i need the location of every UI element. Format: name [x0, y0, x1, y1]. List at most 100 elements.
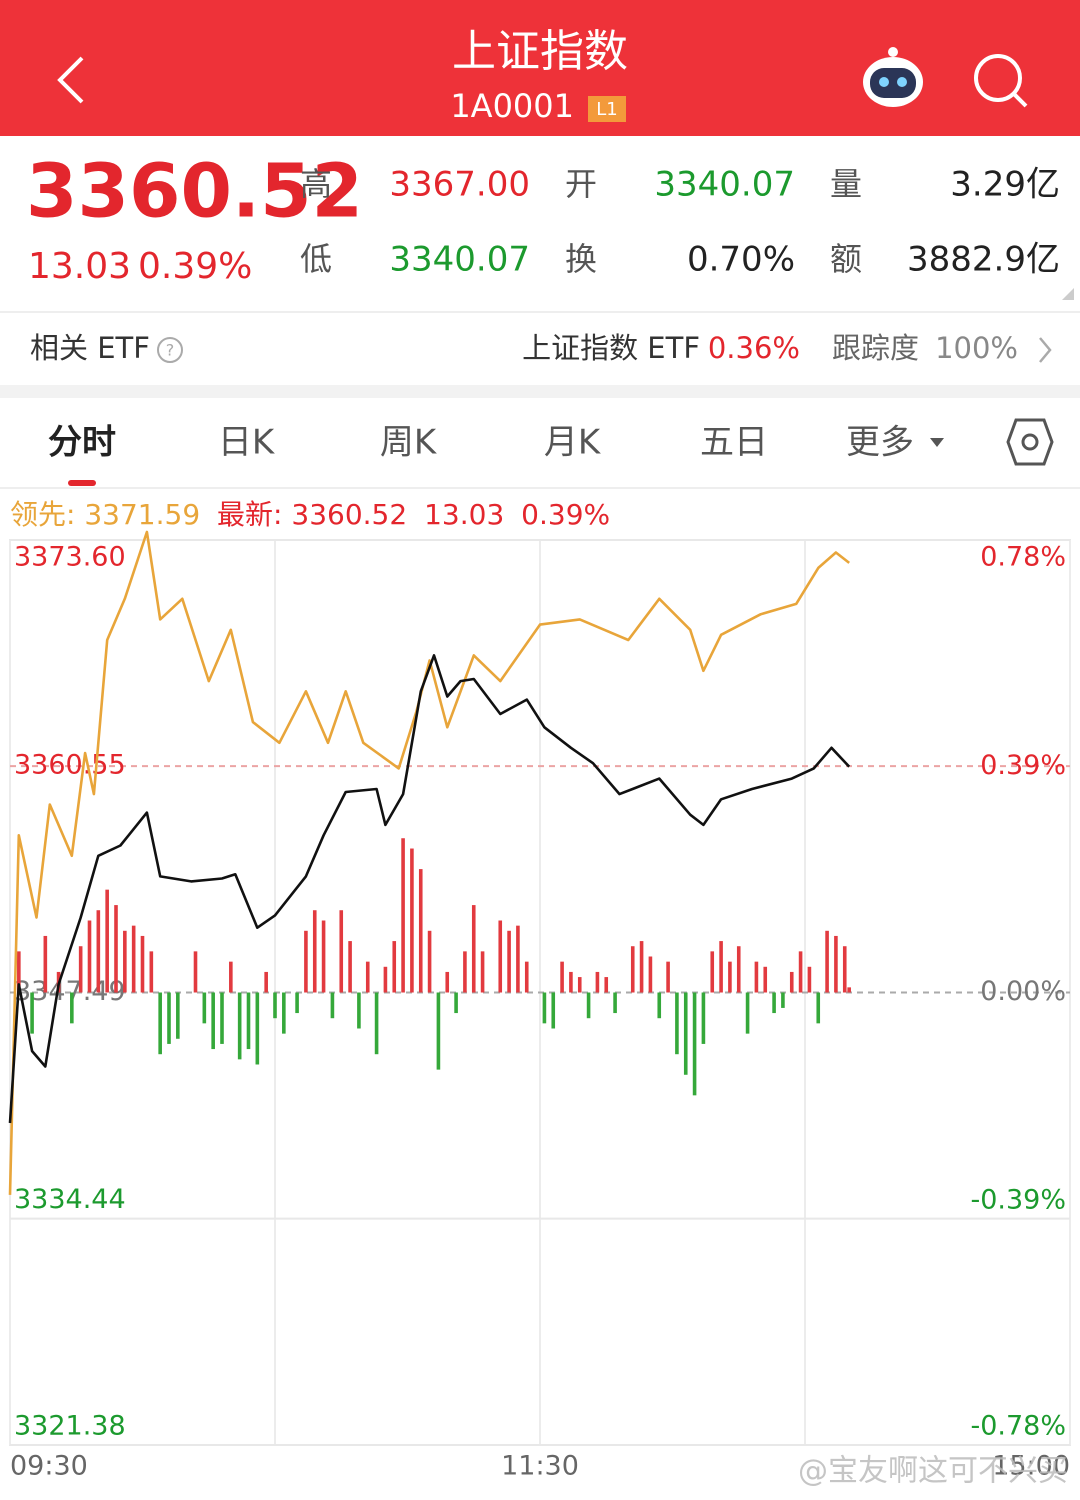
volume-bar [683, 992, 688, 1075]
stat-value: 3367.00 [389, 165, 530, 205]
tracking-label: 跟踪度 [832, 331, 919, 365]
volume-bar [569, 971, 573, 993]
volume-bar [131, 925, 136, 993]
volume-bar [365, 961, 370, 993]
volume-bar [418, 869, 423, 993]
tab[interactable]: 更多 [846, 423, 914, 463]
volume-bar [507, 930, 511, 993]
volume-bar [401, 838, 405, 993]
volume-bar [211, 992, 215, 1050]
volume-bar [237, 992, 242, 1060]
tracking-value: 100% [935, 331, 1018, 365]
volume-bar [701, 992, 706, 1044]
tab[interactable]: 日K [218, 423, 276, 463]
last-label: 最新: [217, 498, 282, 531]
volume-bar [524, 961, 529, 993]
volume-bar [834, 935, 838, 993]
volume-bar [719, 941, 723, 993]
tab[interactable]: 月K [544, 423, 602, 463]
stat-value: 3340.07 [389, 240, 530, 280]
stat-value: 3882.9亿 [907, 240, 1060, 280]
volume-bar [710, 951, 715, 993]
price-line [8, 654, 851, 1124]
volume-bar [789, 971, 794, 993]
volume-bar [78, 946, 83, 993]
volume-bar [123, 930, 127, 993]
tab[interactable]: 周K [380, 423, 438, 463]
header-code: 1A0001 [450, 87, 574, 125]
volume-bar [348, 941, 352, 993]
search-button[interactable] [974, 54, 1028, 108]
volume-bar [463, 951, 467, 993]
volume-bar [577, 977, 582, 993]
stat-label: 额 [830, 240, 862, 278]
volume-bar [595, 971, 600, 993]
tab[interactable]: 分时 [48, 423, 116, 463]
robot-eye [879, 77, 889, 87]
header-title: 上证指数 [452, 26, 628, 77]
robot-eye [897, 77, 907, 87]
volume-bar [604, 977, 609, 993]
volume-bar [105, 889, 109, 993]
volume-bar [312, 910, 317, 993]
help-icon-glyph: ? [166, 341, 175, 360]
volume-bar [30, 992, 34, 1034]
volume-bar [666, 961, 670, 993]
volume-bar [330, 992, 335, 1019]
volume-bar [295, 992, 299, 1014]
badge-box [588, 96, 626, 122]
volume-bar [149, 951, 154, 993]
tab[interactable]: 五日 [700, 423, 768, 463]
price-line [8, 530, 851, 1195]
y2-tick-label: 0.78% [980, 542, 1066, 573]
volume-bar [498, 920, 503, 993]
volume-bar [383, 966, 388, 993]
volume-bar [339, 910, 344, 993]
volume-bar [273, 992, 277, 1019]
price: 3360.52 [26, 149, 363, 235]
chart-legend: 领先: 3371.59 最新: 3360.52 13.03 0.39% [10, 498, 610, 531]
y2-tick-label: -0.39% [970, 1184, 1066, 1215]
stat-label: 高 [300, 165, 332, 203]
volume-bar [202, 992, 207, 1024]
stat-label: 低 [300, 240, 332, 278]
stat-label: 开 [565, 165, 597, 203]
volume-bar [321, 920, 326, 993]
stat-value: 3.29亿 [950, 165, 1060, 205]
assistant-icon[interactable] [863, 47, 923, 107]
x-tick-label: 15:00 [992, 1451, 1070, 1482]
volume-bar [220, 992, 224, 1044]
chart: 09:30 11:30 15:003373.603360.553347.493334… [8, 530, 1071, 1482]
y-tick-label: 3321.38 [14, 1411, 126, 1442]
volume-bar [357, 992, 361, 1029]
volume-bar [639, 941, 644, 993]
etf-chevron[interactable] [1039, 337, 1052, 363]
volume-bar [551, 992, 556, 1029]
stat-value: 3340.07 [654, 165, 795, 205]
dropdown-caret [930, 438, 944, 447]
volume-bar [542, 992, 547, 1024]
volume-bar [781, 992, 785, 1008]
volume-bar [255, 992, 260, 1065]
watermark: @宝友啊这可不兴买 [798, 1454, 1068, 1489]
back-button[interactable] [57, 56, 84, 104]
last-change-pct: 0.39% [521, 498, 610, 531]
stat-label: 量 [830, 165, 862, 203]
volume-bar [657, 992, 662, 1019]
volume-bar [246, 992, 251, 1050]
help-icon[interactable] [157, 337, 183, 363]
volume-bar [17, 951, 21, 993]
y2-tick-label: 0.00% [980, 976, 1066, 1007]
volume-bar [445, 971, 450, 993]
etf-label: 相关 ETF [30, 331, 150, 365]
robot-antenna [888, 47, 898, 57]
volume-bar [436, 992, 441, 1070]
volume-bar [798, 951, 803, 993]
settings-button[interactable] [1006, 418, 1054, 466]
volume-bar [728, 961, 732, 993]
volume-bar [516, 925, 520, 993]
last-change: 13.03 [424, 498, 504, 531]
etf-name[interactable]: 上证指数 ETF [522, 331, 700, 365]
